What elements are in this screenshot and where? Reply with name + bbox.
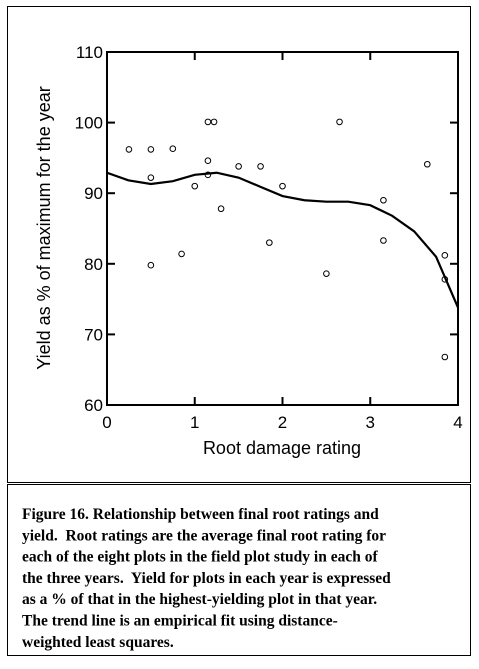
data-point (441, 353, 449, 361)
caption-line: The trend line is an empirical fit using… (22, 613, 338, 630)
data-point (204, 157, 212, 165)
caption-line: the three years. Yield for plots in each… (22, 570, 391, 587)
x-tick-label: 2 (278, 413, 287, 432)
data-point (323, 270, 330, 277)
trend-line (106, 171, 460, 309)
caption-line: yield. Root ratings are the average fina… (22, 527, 386, 544)
y-tick-label: 100 (75, 114, 103, 133)
caption-frame (7, 484, 471, 656)
y-tick-label: 110 (76, 43, 103, 62)
data-point (178, 250, 185, 258)
caption-line: each of the eight plots in the field plo… (22, 549, 378, 566)
y-tick-label: 60 (84, 396, 103, 415)
data-point (147, 261, 155, 269)
data-point (380, 196, 387, 204)
x-tick-label: 1 (190, 413, 199, 432)
data-point (279, 182, 286, 190)
caption: Figure 16. Relationship between final ro… (22, 506, 391, 651)
y-tick-label: 90 (84, 184, 103, 203)
plot-frame (106, 51, 459, 406)
caption-line: as a % of that in the highest-yielding p… (22, 591, 377, 608)
data-point (217, 205, 225, 213)
data-point (210, 118, 218, 126)
data-point (147, 146, 155, 153)
data-point (235, 163, 242, 170)
data-point (423, 160, 431, 168)
data-point (125, 146, 133, 153)
data-point (191, 182, 199, 190)
y-axis-label: Yield as % of maximum for the year (34, 86, 54, 369)
caption-line: Figure 16. Relationship between final ro… (22, 506, 379, 523)
y-tick-label: 70 (84, 325, 103, 344)
data-point (380, 237, 387, 244)
x-tick-label: 4 (453, 413, 462, 432)
data-point (147, 174, 155, 181)
x-axis-label: Root damage rating (203, 438, 361, 458)
data-point (169, 145, 177, 153)
chart-frame (7, 6, 471, 483)
data-point (336, 118, 343, 126)
data-point (204, 118, 212, 126)
data-point (266, 239, 273, 246)
caption-line: weighted least squares. (22, 634, 174, 651)
y-tick-label: 80 (84, 255, 103, 274)
x-tick-label: 3 (366, 413, 375, 432)
data-point (257, 163, 264, 170)
x-tick-label: 0 (102, 413, 111, 432)
data-point (441, 252, 449, 259)
